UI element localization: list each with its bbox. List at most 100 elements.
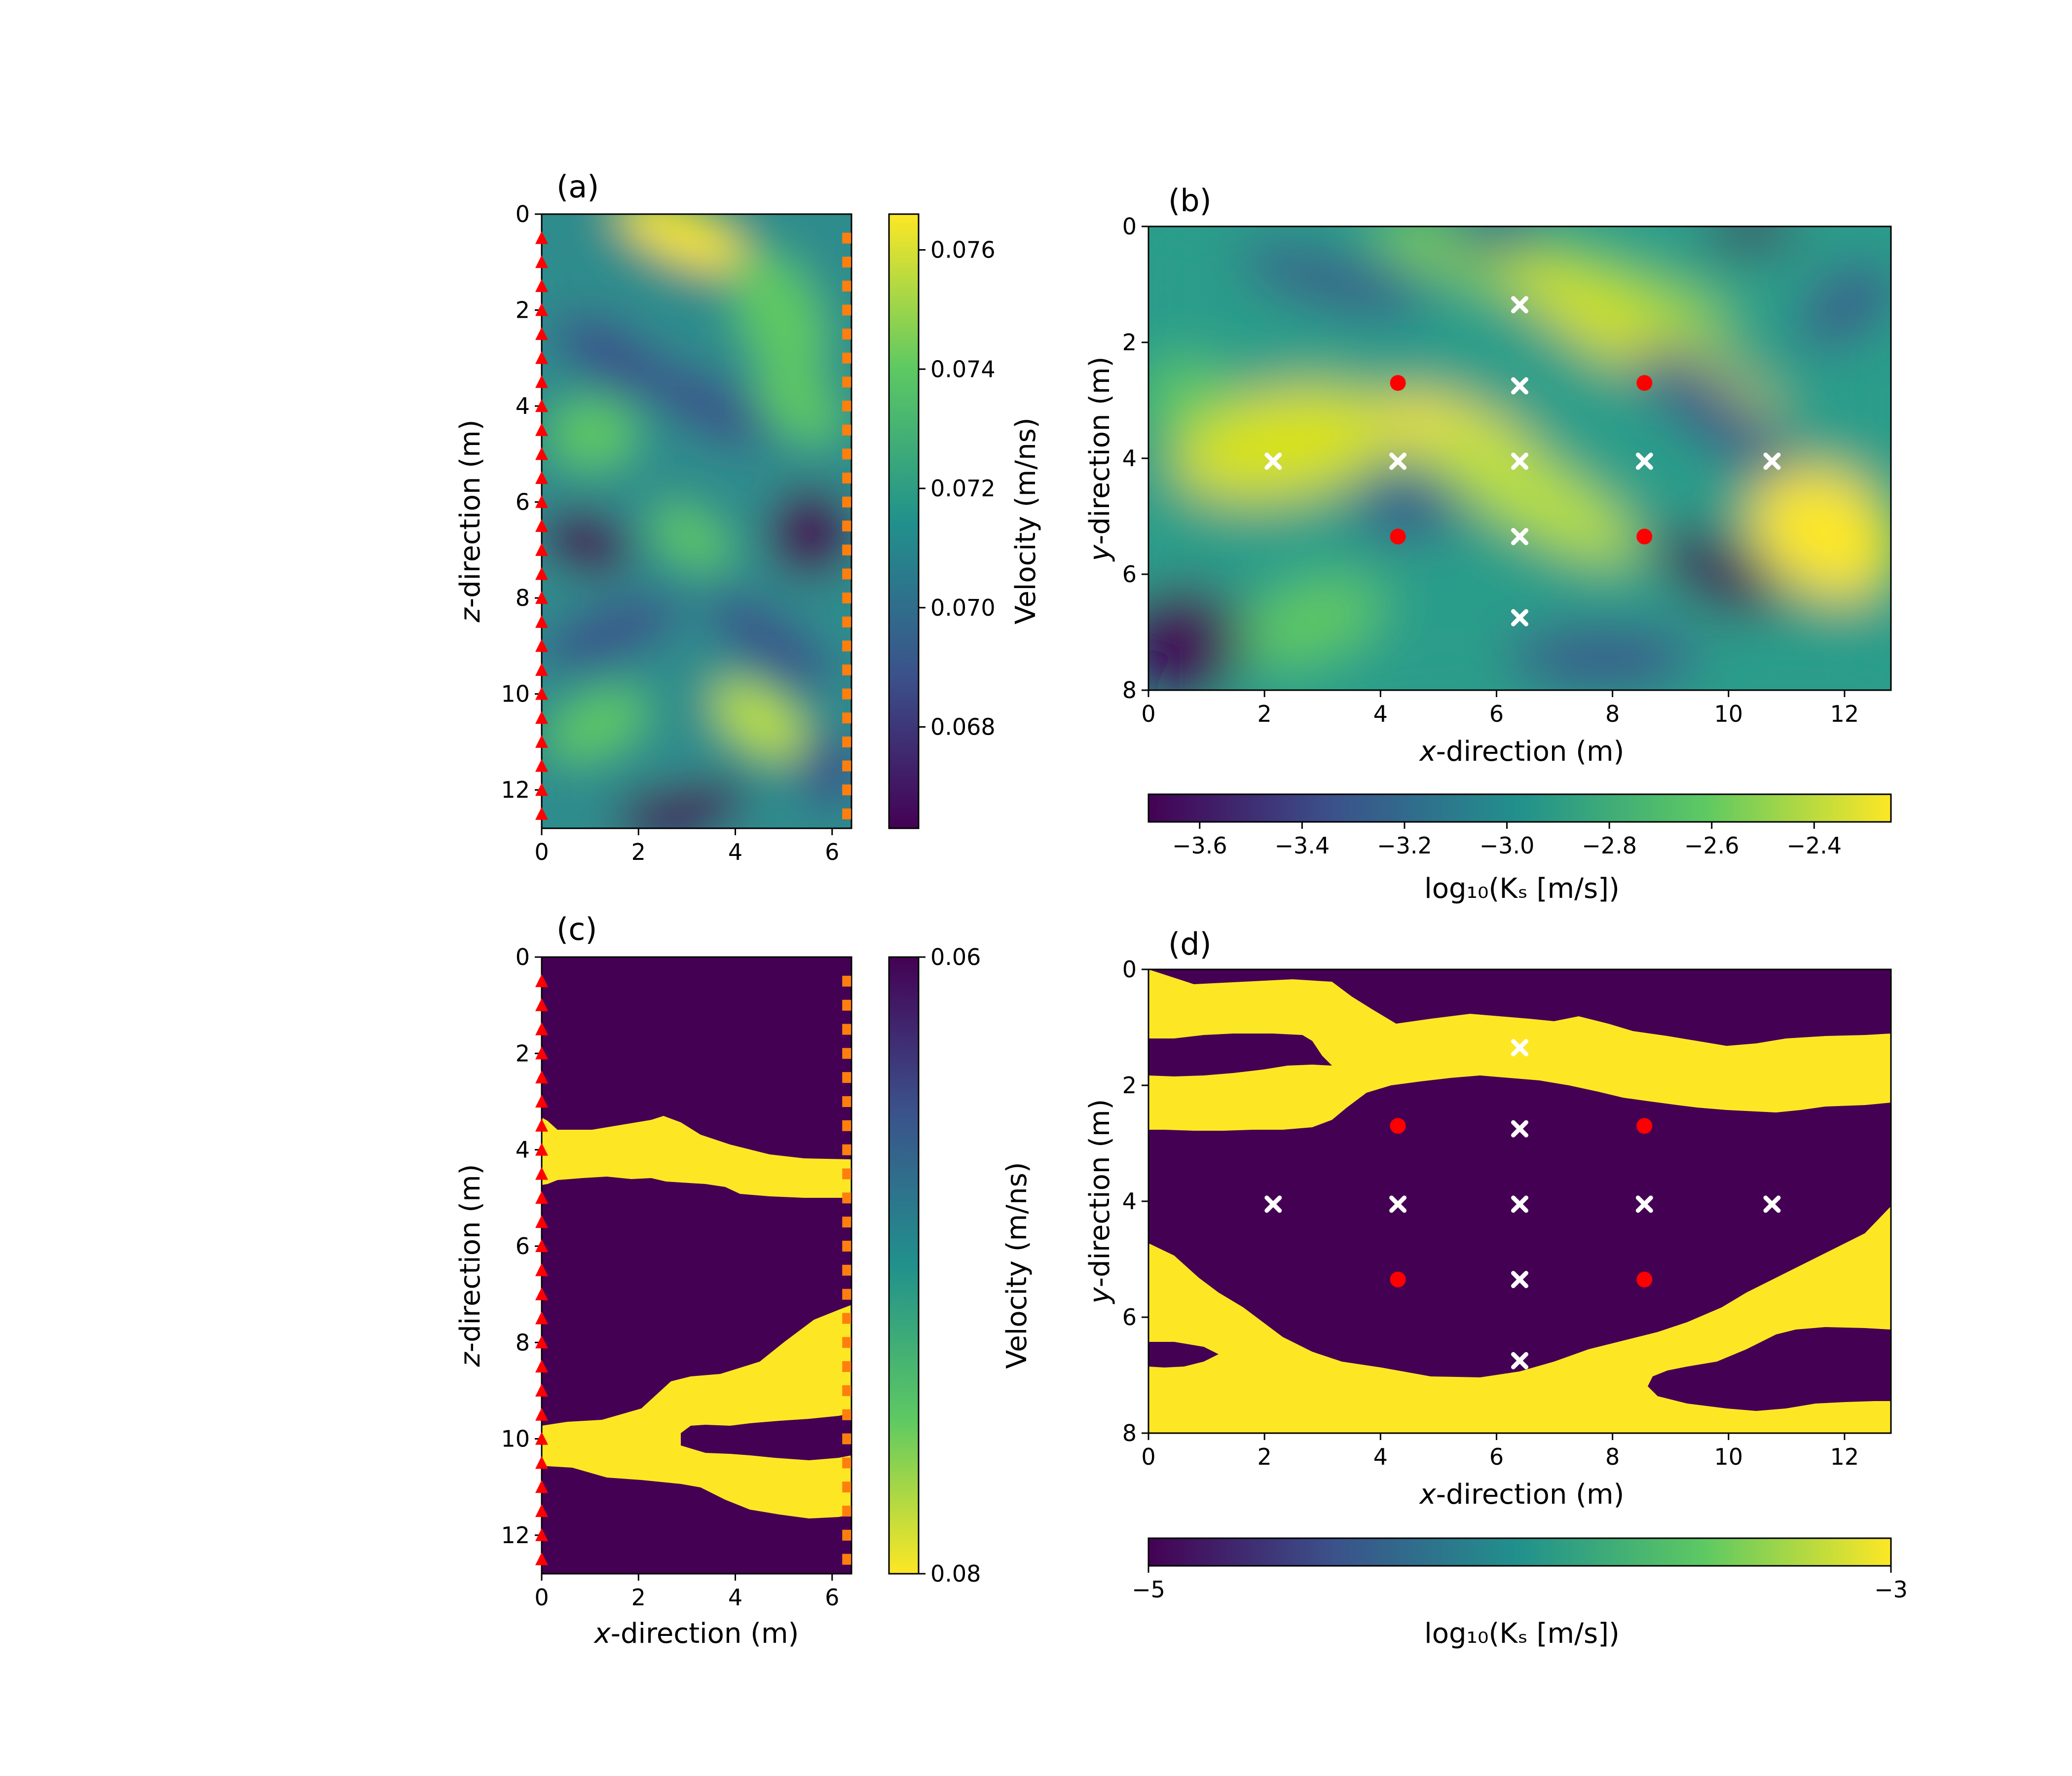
colorbar-tick-label: −5 [1132, 1576, 1165, 1603]
x-tick-label: 4 [728, 1584, 742, 1611]
x-tick-label: 12 [1830, 1443, 1859, 1470]
y-tick-label: 12 [501, 1522, 530, 1549]
observation-well-marker [1511, 452, 1528, 470]
y-tick-label: 4 [516, 393, 530, 419]
transmitter-marker [535, 663, 548, 676]
receiver-marker [842, 1289, 851, 1300]
receiver-marker [842, 999, 851, 1011]
observation-well-marker [1264, 1195, 1282, 1213]
receiver-marker [842, 1264, 851, 1276]
pumping-well-marker [1636, 375, 1653, 391]
transmitter-marker [535, 1071, 548, 1084]
panel-c-ylabel: z-direction (m) [454, 1164, 486, 1367]
receiver-marker [842, 1217, 851, 1228]
panel-a-colorbar [888, 213, 920, 829]
colorbar-tick-label: 0.072 [930, 475, 996, 502]
panel-c: (c) 0 2 4 6 8 10 12 0 2 4 6 z-direction (m) x-dir… [454, 911, 1033, 1650]
observation-well-marker [1511, 377, 1528, 395]
receiver-marker [842, 784, 851, 796]
receiver-marker [842, 448, 851, 460]
receiver-marker [842, 304, 851, 316]
transmitter-marker [535, 687, 548, 700]
pumping-well-marker [1390, 528, 1406, 545]
receiver-marker [842, 640, 851, 652]
x-tick-label: 6 [825, 1584, 839, 1611]
observation-well-marker [1511, 1195, 1528, 1213]
panel-a-velocity-field [542, 214, 851, 828]
y-tick-label: 2 [516, 1040, 530, 1067]
panel-b-label: (b) [1168, 183, 1212, 219]
receiver-marker [842, 1313, 851, 1324]
y-tick-label: 6 [1122, 561, 1137, 588]
observation-well-marker [1511, 1271, 1528, 1289]
transmitter-marker [535, 759, 548, 772]
transmitter-marker [535, 1094, 548, 1108]
panel-d-wells [1264, 1039, 1781, 1369]
panel-b-colorbar-label: log₁₀(Kₛ [m/s]) [1424, 873, 1620, 905]
transmitter-marker [535, 231, 548, 244]
panel-b-x-axis: 0 2 4 6 8 10 12 [1141, 690, 1859, 727]
receiver-marker [842, 1385, 851, 1396]
transmitter-marker [535, 1239, 548, 1252]
panel-d-xlabel: x-direction (m) [1419, 1479, 1625, 1511]
receiver-marker [842, 1554, 851, 1565]
receiver-marker [842, 665, 851, 676]
observation-well-marker [1511, 1120, 1528, 1138]
panel-d-label: (d) [1168, 926, 1212, 962]
colorbar-tick-label: −2.4 [1786, 832, 1842, 859]
panel-a-colorbar-ticks: 0.068 0.070 0.072 0.074 0.076 [919, 237, 996, 740]
receiver-marker [842, 568, 851, 580]
transmitter-marker [535, 255, 548, 268]
x-tick-label: 10 [1714, 1443, 1743, 1470]
panel-d-colorbar [1147, 1537, 1892, 1567]
y-tick-label: 2 [1122, 329, 1137, 356]
receiver-marker [842, 1048, 851, 1059]
y-tick-label: 2 [1122, 1072, 1137, 1099]
transmitter-marker [535, 1335, 548, 1349]
receiver-marker [842, 1506, 851, 1517]
transmitter-marker [535, 807, 548, 820]
x-tick-label: 12 [1830, 701, 1859, 727]
transmitter-marker [535, 1215, 548, 1228]
colorbar-tick-label: −3.2 [1377, 832, 1432, 859]
transmitter-marker [535, 783, 548, 796]
transmitter-marker [535, 519, 548, 532]
receiver-marker [842, 736, 851, 747]
panel-d: (d) 0 2 4 6 8 0 2 4 6 8 10 12 y-direction (m) x-di… [1084, 926, 1908, 1650]
colorbar-tick-label: 0.074 [930, 356, 996, 382]
transmitter-marker [535, 279, 548, 292]
receiver-marker [842, 232, 851, 244]
pumping-well-marker [1390, 375, 1406, 391]
receiver-marker [842, 1481, 851, 1493]
panel-d-colorbar-label: log₁₀(Kₛ [m/s]) [1424, 1618, 1620, 1650]
transmitter-marker [535, 1191, 548, 1204]
receiver-marker [842, 496, 851, 508]
transmitter-marker [535, 591, 548, 604]
x-tick-label: 0 [534, 1584, 549, 1611]
receiver-marker [842, 1072, 851, 1083]
transmitter-marker [535, 351, 548, 364]
receiver-marker [842, 592, 851, 604]
receiver-marker [842, 760, 851, 772]
y-tick-label: 0 [1122, 213, 1137, 240]
y-tick-label: 6 [1122, 1304, 1137, 1331]
x-tick-label: 8 [1605, 701, 1620, 727]
receiver-marker [842, 808, 851, 819]
observation-well-marker [1635, 452, 1653, 470]
transmitter-marker [535, 1287, 548, 1300]
transmitter-marker [535, 1407, 548, 1421]
y-tick-label: 4 [516, 1137, 530, 1163]
colorbar-tick-label: 0.076 [930, 237, 996, 263]
colorbar-tick-label: −2.8 [1582, 832, 1637, 859]
panel-c-xlabel: x-direction (m) [593, 1618, 799, 1650]
transmitter-marker [535, 711, 548, 724]
transmitter-marker [535, 1118, 548, 1132]
observation-well-marker [1635, 1195, 1653, 1213]
observation-well-marker [1763, 1195, 1781, 1213]
colorbar-tick-label: −3 [1874, 1576, 1908, 1603]
receiver-marker [842, 616, 851, 628]
x-tick-label: 4 [1373, 701, 1388, 727]
pumping-well-marker [1636, 528, 1653, 545]
panel-d-x-axis: 0 2 4 6 8 10 12 [1141, 1433, 1859, 1470]
panel-c-colorbar [888, 956, 920, 1575]
